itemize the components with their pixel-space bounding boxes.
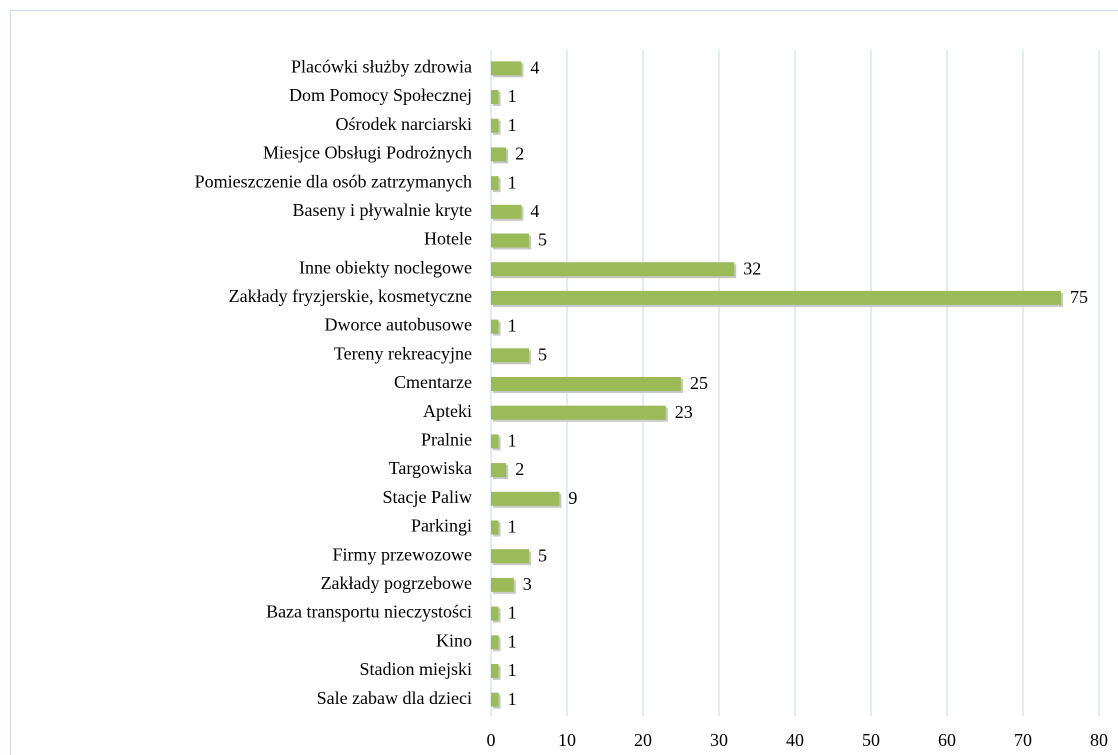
y-tick-label: Hotele (424, 229, 472, 249)
data-label: 4 (530, 201, 539, 221)
bar (491, 61, 522, 76)
y-tick-label: Dworce autobusowe (325, 315, 472, 335)
chart-border (10, 10, 1118, 755)
y-tick-label: Miesjce Obsługi Podrożnych (263, 143, 472, 163)
data-label: 25 (690, 373, 708, 393)
data-label: 1 (508, 689, 517, 709)
data-label: 1 (508, 316, 517, 336)
y-tick-label: Tereny rekreacyjne (334, 343, 472, 363)
data-label: 32 (743, 258, 761, 278)
bar (491, 549, 529, 564)
data-label: 1 (508, 603, 517, 623)
bar (491, 176, 499, 191)
data-label: 4 (530, 57, 539, 77)
data-label: 75 (1070, 287, 1088, 307)
y-tick-label: Targowiska (389, 458, 472, 478)
data-label: 2 (515, 459, 524, 479)
bar (491, 434, 499, 449)
bar (491, 377, 681, 391)
bar (491, 491, 560, 506)
bar (491, 118, 499, 133)
y-tick-label: Apteki (423, 401, 472, 421)
data-label: 1 (508, 660, 517, 680)
data-label: 9 (568, 488, 577, 508)
bar (491, 520, 499, 535)
y-tick-label: Stadion miejski (360, 659, 473, 679)
y-tick-label: Pralnie (421, 430, 472, 450)
x-tick-label: 70 (1014, 730, 1032, 750)
data-label: 1 (508, 172, 517, 192)
y-tick-label: Dom Pomocy Społecznej (289, 85, 472, 105)
x-tick-label: 40 (786, 730, 804, 750)
data-label: 5 (538, 230, 547, 250)
y-tick-label: Pomieszczenie dla osób zatrzymanych (195, 171, 472, 191)
data-label: 1 (508, 517, 517, 537)
x-tick-label: 50 (862, 730, 880, 750)
data-label: 1 (508, 431, 517, 451)
data-label: 23 (675, 402, 693, 422)
bar (491, 463, 507, 478)
y-tick-label: Firmy przewozowe (333, 544, 472, 564)
bar (491, 635, 499, 650)
y-tick-label: Zakłady pogrzebowe (321, 573, 472, 593)
x-tick-label: 80 (1090, 730, 1108, 750)
bar (491, 663, 499, 678)
data-label: 2 (515, 144, 524, 164)
y-tick-label: Sale zabaw dla dzieci (317, 688, 472, 708)
y-tick-label: Baza transportu nieczystości (266, 602, 472, 622)
x-tick-label: 60 (938, 730, 956, 750)
bar (491, 204, 522, 219)
bar (491, 90, 499, 105)
bar (491, 606, 499, 621)
y-tick-label: Parkingi (411, 516, 472, 536)
bar (491, 348, 529, 363)
x-tick-label: 20 (634, 730, 652, 750)
x-tick-label: 0 (487, 730, 496, 750)
data-label: 5 (538, 344, 547, 364)
y-tick-label: Placówki służby zdrowia (291, 56, 472, 76)
y-tick-label: Cmentarze (394, 372, 472, 392)
y-tick-label: Inne obiekty noclegowe (299, 257, 472, 277)
data-label: 3 (523, 574, 532, 594)
data-label: 5 (538, 545, 547, 565)
data-label: 1 (508, 631, 517, 651)
y-tick-label: Baseny i pływalnie kryte (293, 200, 472, 220)
y-tick-label: Kino (436, 630, 472, 650)
x-tick-label: 10 (558, 730, 576, 750)
bar (491, 319, 499, 334)
bar (491, 262, 735, 277)
bar (491, 290, 1061, 305)
bar (491, 577, 514, 592)
bar (491, 147, 507, 162)
x-tick-label: 30 (710, 730, 728, 750)
data-label: 1 (508, 86, 517, 106)
bar (491, 405, 666, 420)
y-tick-label: Stacje Paliw (383, 487, 472, 507)
data-label: 1 (508, 115, 517, 135)
bar (491, 692, 499, 707)
y-tick-label: Ośrodek narciarski (336, 114, 472, 134)
bar (491, 233, 529, 248)
y-tick-label: Zakłady fryzjerskie, kosmetyczne (229, 286, 472, 306)
